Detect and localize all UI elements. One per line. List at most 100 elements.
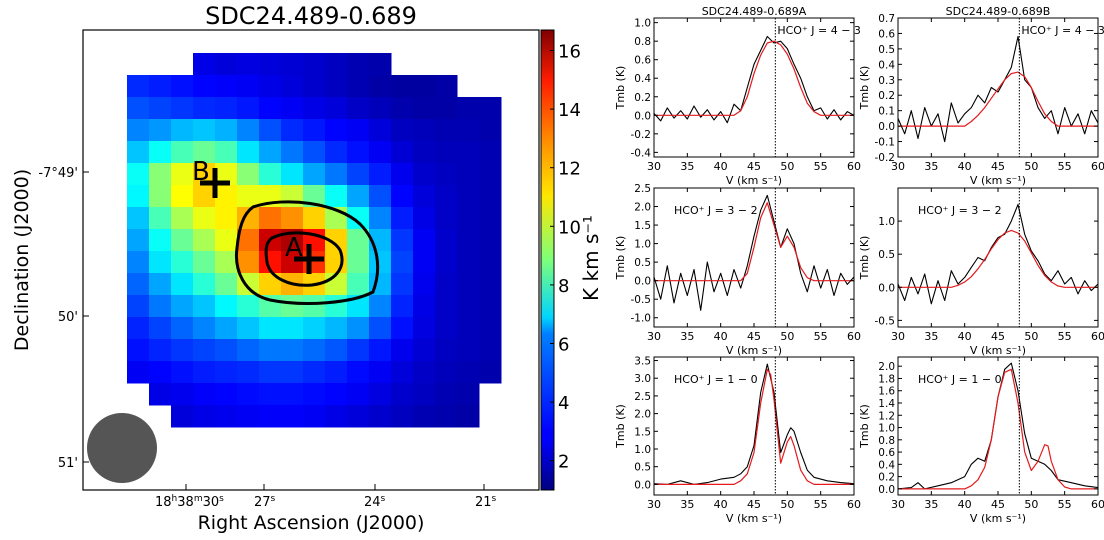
model-fit-line: [654, 368, 854, 485]
y-tick-label: -0.1: [875, 137, 896, 149]
colorbar-tick-label: 2: [558, 452, 569, 473]
heatmap-cell: [281, 53, 304, 76]
heatmap-cell: [457, 207, 480, 230]
x-axis-label: V (km s⁻¹): [726, 174, 782, 187]
y-tick-label: 0.5: [878, 249, 895, 261]
heatmap-cell: [347, 185, 370, 208]
heatmap-cells: [127, 53, 502, 428]
heatmap-cell: [149, 383, 172, 406]
x-tick-label: 50: [1024, 160, 1038, 173]
heatmap-cell: [413, 251, 436, 274]
heatmap-cell: [391, 119, 414, 142]
heatmap-cell: [457, 295, 480, 318]
map-plot: B A 18h38m30s 27s 24s 21s -7°49' 50' 51'…: [11, 29, 540, 534]
heatmap-cell: [347, 163, 370, 186]
heatmap-cell: [413, 119, 436, 142]
heatmap-cell: [391, 361, 414, 384]
heatmap-cell: [215, 361, 238, 384]
heatmap-cell: [347, 97, 370, 120]
heatmap-cell: [215, 317, 238, 340]
x-tick-label: 40: [714, 330, 728, 343]
heatmap-cell: [215, 185, 238, 208]
heatmap-cell: [413, 361, 436, 384]
heatmap-cell: [127, 273, 150, 296]
heatmap-cell: [413, 185, 436, 208]
heatmap-cell: [127, 251, 150, 274]
heatmap-cell: [127, 317, 150, 340]
heatmap-cell: [479, 119, 502, 142]
y-tick-label: 1.0: [634, 239, 651, 251]
heatmap-cell: [457, 97, 480, 120]
map-xticks: [83, 171, 485, 490]
y-axis-label: Tmb (K): [614, 404, 627, 449]
transition-annotation: HCO⁺ J = 4 − 3: [1021, 24, 1104, 37]
heatmap-cell: [237, 383, 260, 406]
y-tick-label: 0.2: [878, 90, 895, 102]
heatmap-cell: [149, 295, 172, 318]
x-tick-label: 55: [1058, 498, 1072, 511]
y-tick-label: 0.0: [878, 121, 895, 133]
heatmap-cell: [281, 295, 304, 318]
heatmap-cell: [457, 229, 480, 252]
x-tick-label: 50: [780, 330, 794, 343]
heatmap-cell: [215, 273, 238, 296]
heatmap-cell: [171, 229, 194, 252]
heatmap-cell: [479, 295, 502, 318]
heatmap-cell: [127, 119, 150, 142]
y-tick-label: 1.2: [878, 410, 895, 422]
heatmap-cell: [259, 75, 282, 98]
heatmap-cell: [281, 405, 304, 428]
heatmap-cell: [413, 405, 436, 428]
heatmap-cell: [369, 339, 392, 362]
heatmap-cell: [303, 295, 326, 318]
heatmap-cell: [259, 119, 282, 142]
colorbar-tick-label: 6: [558, 335, 569, 356]
heatmap-cell: [171, 295, 194, 318]
x-tick-label: 45: [991, 330, 1005, 343]
colorbar-ticks: 2 4 6 8 10 12 14 16: [550, 42, 581, 473]
x-tick-label: 30: [891, 498, 905, 511]
heatmap-cell: [303, 383, 326, 406]
heatmap-cell: [237, 185, 260, 208]
colorbar-tick-label: 14: [558, 100, 581, 121]
x-tick-label: 50: [1024, 330, 1038, 343]
map-xtick-label: 27s: [254, 494, 276, 510]
transition-annotation: HCO⁺ J = 1 − 0: [674, 373, 758, 386]
x-tick-label: 60: [1091, 160, 1104, 173]
heatmap-cell: [237, 119, 260, 142]
heatmap-cell: [237, 339, 260, 362]
y-tick-label: 1.5: [634, 220, 651, 232]
heatmap-cell: [303, 361, 326, 384]
heatmap-cell: [259, 361, 282, 384]
heatmap-cell: [457, 405, 480, 428]
spectrum-plot-area: [654, 188, 854, 327]
x-tick-label: 60: [1091, 330, 1104, 343]
spectrum-panel-a-4-3: 30 35 40 45 50 55 60 -0.4 -0.2 0.0 0.2 0.4 0.6 0.8 1.0…: [614, 5, 861, 187]
y-tick-label: 2.0: [634, 409, 651, 421]
heatmap-cell: [347, 339, 370, 362]
map-ytick-label: 51': [58, 456, 78, 471]
spectrum-title: SDC24.489-0.689A: [702, 5, 807, 18]
heatmap-cell: [215, 97, 238, 120]
heatmap-cell: [259, 251, 282, 274]
heatmap-cell: [369, 163, 392, 186]
heatmap-cell: [215, 75, 238, 98]
x-tick-label: 35: [680, 330, 694, 343]
heatmap-cell: [391, 229, 414, 252]
x-tick-label: 35: [680, 498, 694, 511]
heatmap-cell: [259, 97, 282, 120]
observed-spectrum-line: [653, 35, 855, 124]
heatmap-cell: [413, 317, 436, 340]
heatmap-cell: [237, 163, 260, 186]
spectrum-plot-area: [654, 18, 854, 157]
y-tick-label: 0.2: [634, 92, 651, 104]
heatmap-cell: [391, 97, 414, 120]
heatmap-cell: [171, 383, 194, 406]
heatmap-cell: [215, 229, 238, 252]
heatmap-cell: [303, 317, 326, 340]
heatmap-cell: [259, 339, 282, 362]
heatmap-cell: [391, 251, 414, 274]
heatmap-cell: [193, 141, 216, 164]
map-ytick-label: 50': [58, 310, 78, 325]
x-tick-label: 30: [647, 498, 661, 511]
